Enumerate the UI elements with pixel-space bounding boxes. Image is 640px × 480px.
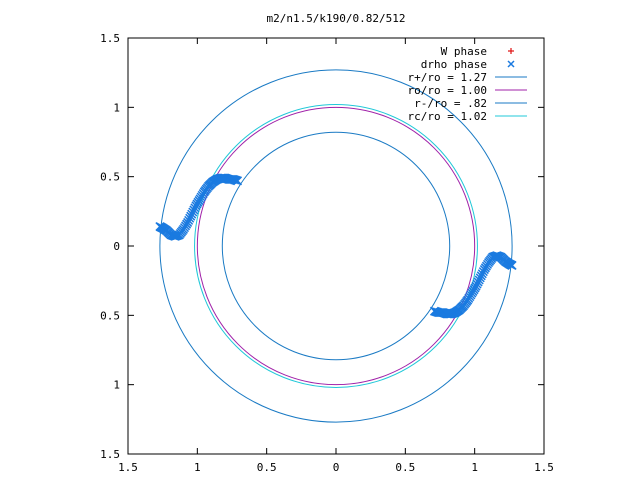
reference-circle [194,104,478,388]
x-tick-label: 1 [471,461,478,474]
marker-stroke [507,260,517,270]
axes-group: 1.5 1 0.5 0 0.5 1 1.51.510.500.511.5 [100,32,554,474]
chart-title: m2/n1.5/k190/0.82/512 [266,12,405,25]
x-tick-label: 0 [333,461,340,474]
x-tick-label: 1.5 [118,461,138,474]
y-tick-label: 1.5 [100,32,120,45]
x-tick-label: 1.5 [534,461,554,474]
y-tick-label: 1.5 [100,448,120,461]
marker-stroke [233,176,243,186]
y-tick-label: 0 [113,240,120,253]
y-tick-label: 0.5 [100,171,120,184]
y-tick-label: 0.5 [100,309,120,322]
data-points [155,173,517,319]
legend-label: r+/ro = 1.27 [408,71,487,84]
x-tick-label: 0.5 [395,461,415,474]
y-tick-label: 1 [113,101,120,114]
legend-label: r-/ro = .82 [414,97,487,110]
reference-circle [221,131,451,361]
legend-marker-sample [508,48,514,54]
legend-label: drho phase [421,58,487,71]
legend-label: ro/ro = 1.00 [408,84,487,97]
reference-circle [196,106,476,386]
data-point [233,176,243,186]
marker-stroke [507,60,515,68]
reference-circle [159,69,513,423]
legend-label: W phase [441,45,487,58]
legend-marker-sample [507,60,515,68]
legend-label: rc/ro = 1.02 [408,110,487,123]
x-tick-label: 1 [194,461,201,474]
y-tick-label: 1 [113,379,120,392]
data-point [507,260,517,270]
reference-circles [159,69,513,423]
x-tick-label: 0.5 [257,461,277,474]
